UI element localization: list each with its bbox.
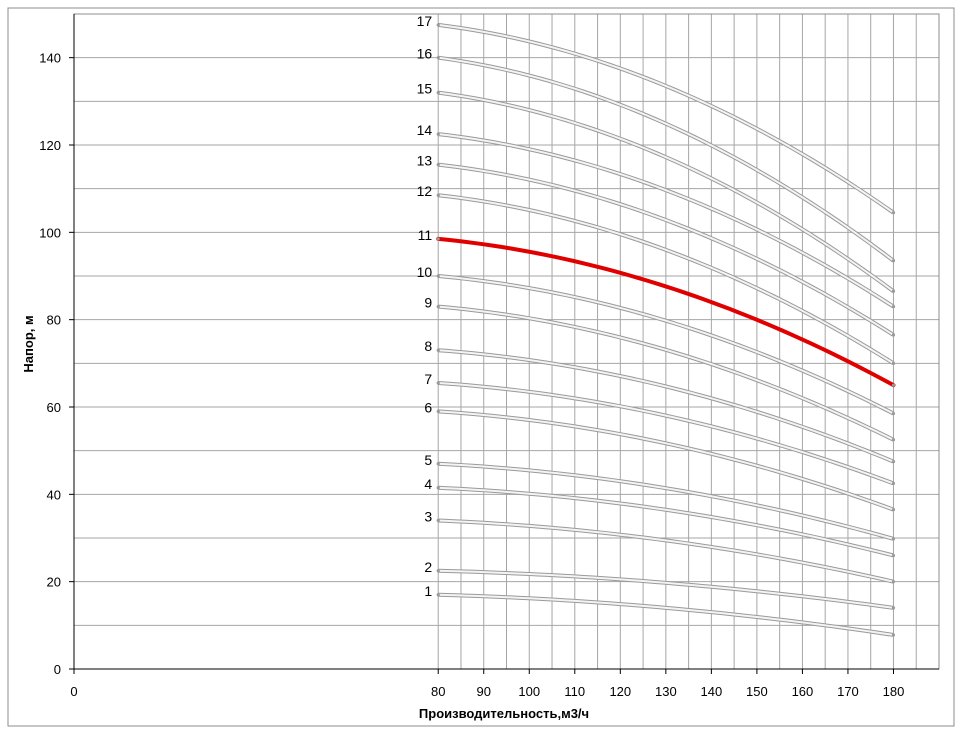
series-line-4 — [438, 486, 894, 557]
series-label-14: 14 — [417, 122, 433, 138]
series-start-point — [436, 193, 440, 197]
series-label-12: 12 — [417, 183, 433, 199]
series-end-point — [891, 553, 896, 558]
series-start-point — [436, 486, 440, 490]
series-end-point — [891, 633, 896, 637]
chart-border — [7, 7, 955, 727]
series-end-point — [891, 289, 896, 293]
series-label-13: 13 — [417, 153, 433, 169]
series-start-point — [436, 132, 440, 136]
series-end-point — [891, 383, 896, 387]
series-label-3: 3 — [424, 509, 432, 525]
series-label-5: 5 — [424, 452, 432, 468]
series-start-point — [436, 163, 440, 167]
x-tick-label: 100 — [518, 684, 540, 699]
series-line-2 — [438, 569, 894, 609]
y-tick-label: 20 — [47, 575, 61, 590]
series-line-10 — [438, 275, 894, 415]
series-end-point — [891, 481, 896, 486]
series-label-2: 2 — [424, 559, 432, 575]
series-label-9: 9 — [424, 295, 432, 311]
x-tick-label: 160 — [792, 684, 814, 699]
x-tick-label: 150 — [746, 684, 768, 699]
series-end-point — [891, 333, 896, 337]
series-line-17 — [438, 23, 895, 214]
x-tick-label: 140 — [701, 684, 723, 699]
series-line-11 — [436, 236, 896, 388]
y-axis-label: Напор, м — [21, 315, 36, 372]
y-tick-label: 80 — [47, 313, 61, 328]
series-label-10: 10 — [417, 264, 433, 280]
y-tick-label: 40 — [47, 487, 61, 502]
series-start-point — [436, 91, 440, 95]
series-end-point — [891, 304, 896, 309]
x-tick-label: 110 — [564, 684, 585, 699]
series-start-point — [436, 381, 440, 385]
series-label-6: 6 — [424, 399, 432, 415]
series-line-6 — [438, 410, 894, 511]
series-line-12 — [438, 194, 894, 365]
x-tick-label: 80 — [431, 684, 445, 699]
series-start-point — [436, 593, 440, 597]
x-tick-label: 170 — [837, 684, 859, 699]
series-end-point — [891, 537, 896, 541]
series-line-13 — [438, 163, 895, 336]
series-label-16: 16 — [417, 46, 433, 62]
x-tick-label: 180 — [883, 684, 905, 699]
series-label-8: 8 — [424, 338, 432, 354]
series-label-17: 17 — [417, 13, 433, 29]
series-end-point — [891, 438, 896, 442]
series-end-point — [891, 580, 896, 584]
series-line-5 — [438, 462, 894, 540]
series-end-point — [891, 508, 896, 512]
x-tick-label: 130 — [655, 684, 677, 699]
series-start-point — [436, 237, 440, 241]
series-label-7: 7 — [424, 371, 432, 387]
series-start-point — [436, 348, 440, 352]
y-tick-label: 60 — [47, 400, 61, 415]
series-line-1 — [438, 593, 894, 636]
x-tick-label: 120 — [609, 684, 631, 699]
series-label-4: 4 — [424, 476, 432, 492]
series-label-15: 15 — [417, 81, 433, 97]
series-start-point — [436, 462, 440, 466]
series-start-point — [436, 304, 440, 309]
y-tick-label: 120 — [39, 138, 61, 153]
series-end-point — [891, 411, 896, 416]
series-end-point — [891, 259, 896, 263]
series-line-8 — [438, 349, 894, 463]
series-start-point — [436, 274, 440, 278]
series-start-point — [436, 569, 440, 573]
series-line-7 — [438, 381, 894, 485]
series-line-9 — [438, 305, 894, 441]
series-label-11: 11 — [418, 227, 433, 243]
y-tick-label: 100 — [39, 225, 61, 240]
series-start-point — [436, 23, 440, 27]
series-line-15 — [438, 91, 895, 293]
series-start-point — [436, 56, 440, 60]
series-end-point — [891, 459, 896, 464]
x-tick-label: 0 — [70, 684, 77, 699]
axes: 0 80 90 100 110 120 130 140 150 160 170 18002040608… — [39, 14, 939, 699]
curves — [436, 22, 896, 637]
series-label-1: 1 — [424, 583, 432, 599]
series-start-point — [436, 518, 440, 523]
series-line-14 — [438, 133, 895, 308]
series-end-point — [891, 361, 896, 365]
series-line-16 — [438, 56, 895, 262]
series-line-3 — [438, 519, 894, 583]
y-tick-label: 140 — [39, 51, 61, 66]
series-end-point — [891, 211, 896, 215]
x-tick-label: 90 — [477, 684, 491, 699]
y-tick-label: 0 — [54, 662, 61, 677]
x-axis-label: Производительность,м3/ч — [419, 706, 589, 721]
series-start-point — [436, 409, 440, 413]
series-end-point — [891, 606, 896, 610]
grid — [73, 13, 940, 670]
